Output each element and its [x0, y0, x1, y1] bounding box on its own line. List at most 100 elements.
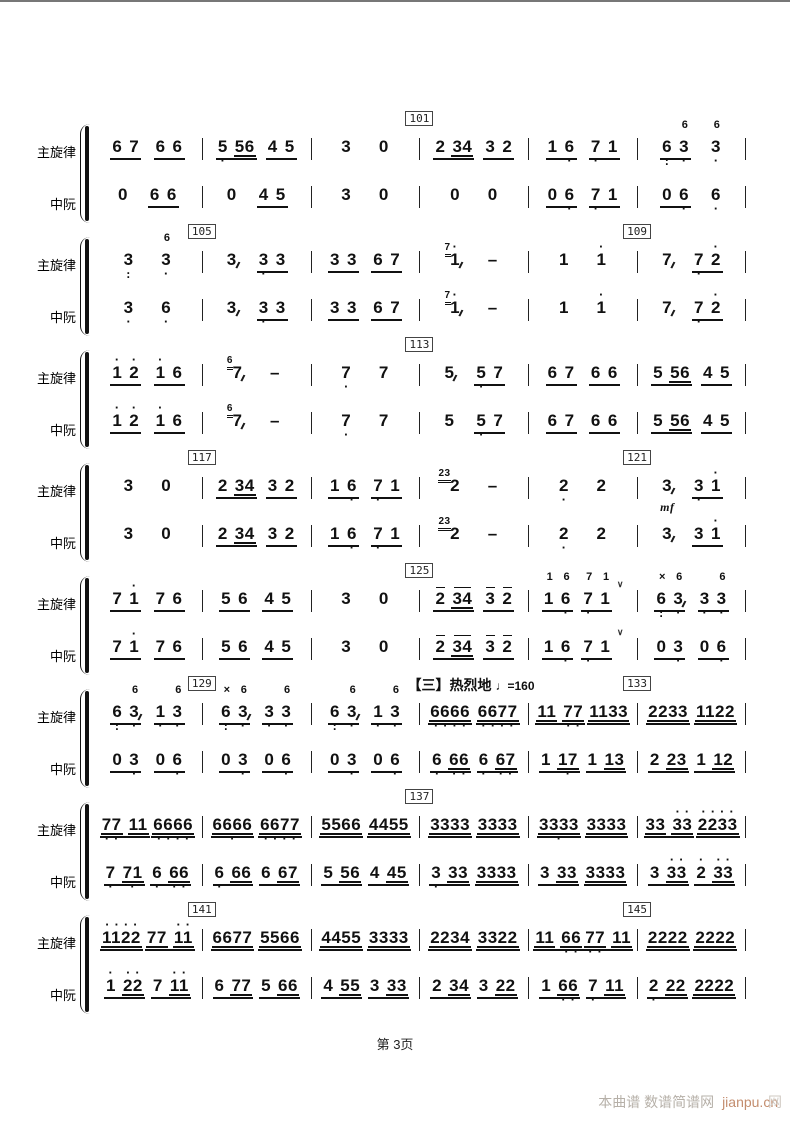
measure: 1 6 · 7 · 1 1 6 · 7 · 1 — [310, 453, 420, 566]
note-digits: 6 — [346, 476, 357, 495]
beat-group: 1 — [557, 251, 571, 273]
note: 2233 ···· — [696, 805, 739, 835]
note: 3 · — [264, 703, 274, 732]
note-digits: 3 — [281, 702, 292, 721]
beat-group: 7 · 2 · — [692, 240, 723, 280]
beat-group: 6 · · 3 · 6// — [110, 685, 142, 735]
zhongruan-staff-row: 7 1 · 7 6 — [93, 627, 202, 666]
note: 7 · 7 — [583, 572, 593, 620]
note: 6 · · — [330, 703, 340, 735]
note-digits: 6 — [214, 863, 225, 882]
zhongruan-staff-row: 5 56 4 45 — [310, 858, 420, 892]
melody-staff-row: 1 · 2 · 1 · 6 — [93, 353, 202, 392]
beat-group: 3// — [225, 251, 239, 273]
note-digits: 1 — [711, 476, 721, 495]
note-digits: 1 — [105, 976, 116, 995]
note-digits: 1 — [390, 524, 401, 543]
note: 0 — [450, 186, 460, 203]
beat-group: 2 34 — [433, 635, 475, 660]
note-digits: 6 — [711, 185, 721, 204]
note: 5 — [285, 138, 295, 155]
zhongruan-staff-row: 2 34 3 2 — [201, 519, 311, 553]
beat-group: 1 · 6 — [153, 401, 185, 434]
octave-dots-below: ···· — [263, 831, 302, 846]
note-digits: 3 — [341, 137, 352, 156]
melody-staff-row: 1 1 · — [528, 240, 637, 279]
beat-group: – — [486, 525, 500, 547]
octave-dot-above: ·· — [176, 917, 196, 932]
octave-dots-below: ·· — [665, 153, 670, 171]
note-digits: 0 — [264, 750, 275, 769]
label-main-melody: 主旋律 — [36, 936, 76, 951]
note-digits: 6 — [172, 589, 183, 608]
octave-dot-above: · — [698, 852, 704, 867]
note: 0 — [373, 751, 383, 768]
note: 3 · 6 // — [673, 572, 685, 620]
melody-staff-row: 11 77 ·· 1133 — [528, 697, 637, 732]
note-digits: 3333 — [586, 815, 627, 834]
octave-dot-above: ·· — [675, 804, 695, 819]
note-digits: 6 — [161, 298, 172, 317]
note-digits: 0 — [117, 185, 128, 204]
note-digits: 7 — [390, 250, 401, 269]
note: 3 · — [673, 638, 683, 667]
note-digits: 1 — [543, 589, 554, 608]
beat-group: 3 — [339, 138, 353, 160]
note-digits: 5 — [476, 411, 487, 430]
note-digits: 2 — [558, 524, 569, 543]
zhongruan-staff-row: 3 33 ·· 2 · 33 ·· — [637, 852, 746, 892]
beat-group: 3333 — [474, 864, 519, 886]
note: 5 — [720, 412, 730, 429]
note: 0 — [112, 751, 122, 768]
note-digits: 4 — [369, 863, 380, 882]
beat-group: 5 66 — [259, 977, 300, 999]
label-zhongruan: 中阮 — [49, 875, 76, 890]
note: 1 · — [156, 703, 166, 732]
beat-group: 0 3 · — [327, 751, 359, 780]
note: 3 · · — [124, 251, 134, 283]
beat-group: 4455 — [319, 929, 364, 951]
note: 2 — [597, 525, 607, 542]
note: 2 · — [129, 353, 139, 381]
note: 3 · — [259, 299, 269, 328]
measure: 1 1 6 · 6 7 · 7 1 1 ∨ 1 6 · 7 · 1 ∨ — [528, 566, 637, 679]
beat-group: 3 · — [122, 299, 136, 328]
beat-group: 3333 — [428, 816, 473, 838]
beat-group: 1 6 · — [545, 138, 577, 167]
note: 0 — [161, 525, 171, 542]
note: 5 — [261, 977, 271, 994]
note-digits: 1 — [450, 298, 461, 317]
label-main-melody: 主旋律 — [36, 371, 76, 386]
octave-dot-below: · — [344, 379, 349, 394]
beat-group: 1 · 6 — [153, 353, 185, 386]
note-digits: 1 — [129, 637, 140, 656]
beat-group: 7 · 7 1 1 — [581, 572, 613, 620]
note: 2 — [285, 525, 295, 542]
beat-group: 4 55 — [321, 977, 363, 999]
note-digits: 7 — [112, 589, 123, 608]
beat-group: 3 · 6 — [709, 120, 723, 168]
octave-dot-below: · — [651, 992, 656, 1007]
note-digits: 1 — [155, 411, 166, 430]
note: 3333 — [584, 864, 627, 883]
measure-number-box: 109 — [623, 224, 652, 239]
note-digits: 11 — [612, 928, 632, 947]
beat-group: 0 — [377, 186, 391, 208]
note-digits: 66 — [169, 863, 190, 882]
note: 4 — [264, 638, 274, 655]
note-digits: 6 — [172, 137, 183, 156]
melody-staff-row: 3333 3333 — [419, 810, 528, 844]
note: 3 — [694, 525, 704, 542]
zhongruan-staff-row: 6 77 5 66 — [201, 971, 311, 1005]
beat-group: 1 — [557, 299, 571, 321]
beat-group: 1 · 22 ·· — [103, 966, 145, 999]
